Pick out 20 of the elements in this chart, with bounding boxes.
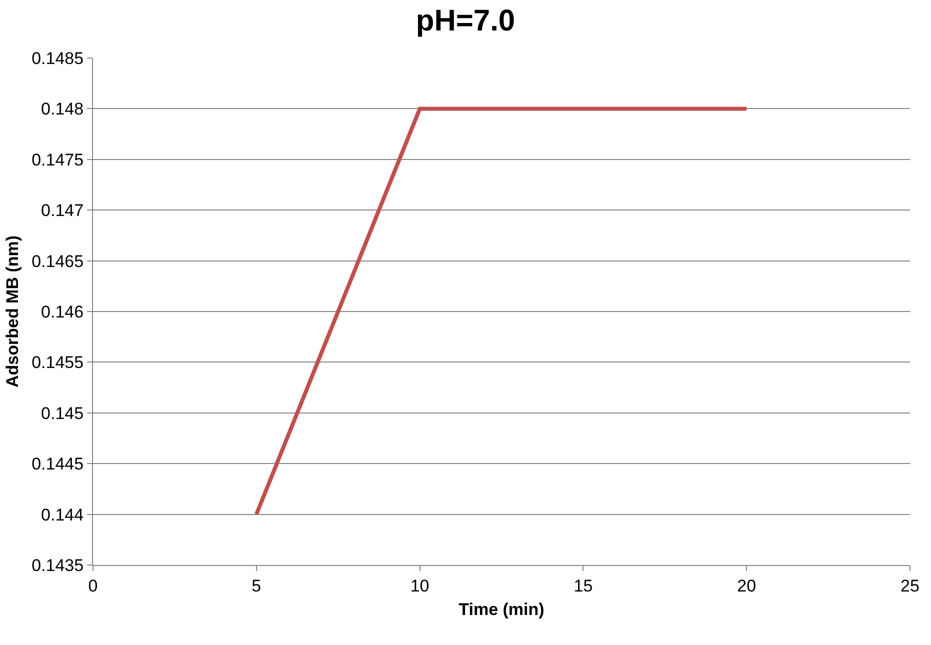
y-tick-label: 0.1485 [32, 48, 84, 68]
y-tick-label: 0.1475 [32, 150, 84, 170]
y-tick-label: 0.148 [41, 100, 84, 119]
y-tick-label: 0.145 [41, 404, 84, 423]
y-tick-label: 0.1465 [32, 252, 84, 271]
x-tick-label: 5 [252, 576, 262, 596]
x-tick-label: 0 [88, 576, 98, 596]
x-tick-label: 20 [737, 576, 756, 596]
x-tick-label: 15 [574, 576, 593, 596]
y-axis-title: Adsorbed MB (nm) [3, 235, 22, 388]
y-tick-label: 0.1435 [32, 556, 84, 575]
x-tick-label: 10 [410, 576, 430, 596]
y-tick-label: 0.144 [41, 505, 84, 524]
y-tick-label: 0.146 [41, 302, 84, 322]
y-tick-label: 0.1445 [32, 454, 84, 474]
x-axis-title: Time (min) [458, 600, 544, 619]
y-tick-label: 0.147 [41, 201, 84, 220]
chart-title: pH=7.0 [416, 4, 516, 38]
y-tick-label: 0.1455 [32, 353, 84, 372]
x-tick-label: 25 [900, 576, 920, 596]
